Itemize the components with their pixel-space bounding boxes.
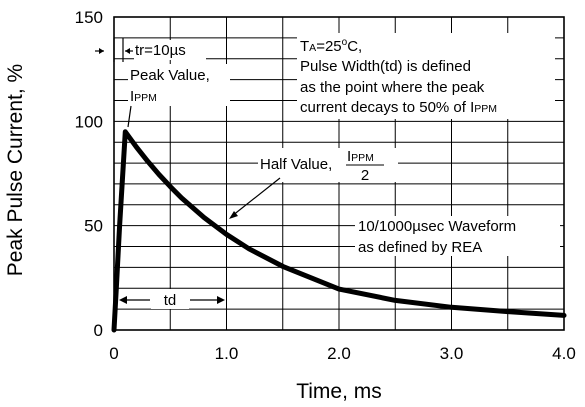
x-axis-title: Time, ms — [296, 380, 382, 403]
series-line — [111, 129, 567, 333]
half-value-label: Half Value, — [260, 156, 332, 173]
x-tick-label: 2.0 — [327, 344, 351, 363]
half-value-annotation: Half Value, IPPM 2 — [229, 148, 398, 219]
half-value-numerator: IPPM — [347, 148, 374, 165]
x-tick-labels: 0 1.0 2.0 3.0 4.0 — [109, 344, 576, 363]
waveform-line-1: 10/1000µsec Waveform — [358, 218, 516, 235]
y-tick-label: 100 — [75, 112, 103, 131]
y-tick-label: 0 — [94, 321, 103, 340]
plot-frame — [113, 16, 565, 331]
y-tick-labels: 0 50 100 150 — [75, 8, 103, 340]
waveform-line-2: as defined by REA — [358, 239, 482, 256]
conditions-annotation: TA=25oC, Pulse Width(td) is defined as t… — [297, 33, 555, 119]
peak-value-label: Peak Value, — [130, 67, 210, 84]
conditions-line-4: current decays to 50% of IPPM — [300, 99, 497, 116]
peak-value-leader — [127, 105, 132, 128]
td-arrowhead-right — [217, 296, 225, 304]
rise-time-annotation: tr=10µs — [95, 38, 206, 62]
half-value-leader — [231, 177, 281, 217]
conditions-line-3: as the point where the peak — [300, 79, 485, 96]
rise-time-arrowhead-left — [99, 48, 104, 54]
x-tick-label: 0 — [109, 344, 118, 363]
x-tick-label: 3.0 — [440, 344, 464, 363]
conditions-line-2: Pulse Width(td) is defined — [300, 58, 471, 75]
rise-time-arrowhead-right — [125, 48, 130, 54]
y-axis-title: Peak Pulse Current, % — [4, 64, 27, 276]
td-arrowhead-left — [119, 296, 127, 304]
half-value-arrowhead — [229, 211, 238, 219]
x-tick-label: 4.0 — [552, 344, 576, 363]
waveform-annotation: 10/1000µsec Waveform as defined by REA — [355, 216, 560, 256]
peak-value-symbol: IPPM — [130, 88, 157, 105]
td-label: td — [164, 292, 177, 309]
td-annotation: td — [119, 289, 225, 309]
y-tick-label: 150 — [75, 8, 103, 27]
x-tick-label: 1.0 — [215, 344, 239, 363]
y-tick-label: 50 — [84, 217, 103, 236]
conditions-line-1: TA=25oC, — [300, 37, 362, 55]
half-value-denominator: 2 — [361, 167, 369, 184]
rise-time-label: tr=10µs — [135, 42, 186, 59]
peak-value-annotation: Peak Value, IPPM — [127, 64, 230, 128]
